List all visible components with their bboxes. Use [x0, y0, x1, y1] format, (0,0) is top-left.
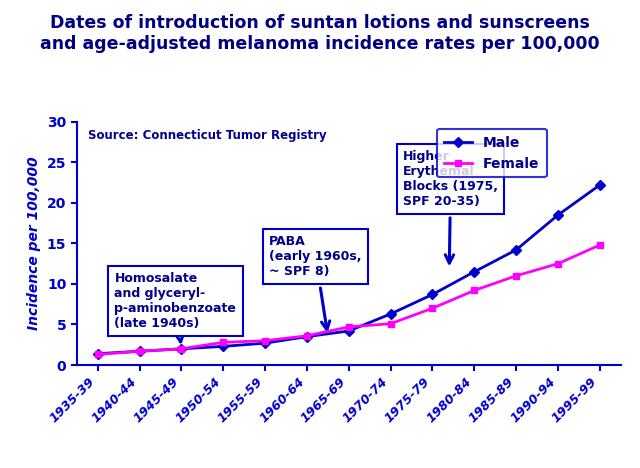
Female: [94, 351, 102, 357]
Male: [429, 292, 436, 297]
Female: [513, 273, 520, 278]
Male: [136, 349, 143, 354]
Male: [387, 311, 394, 317]
Line: Male: Male: [94, 182, 604, 357]
Male: [94, 351, 102, 357]
Male: [596, 182, 604, 188]
Text: Higher
Erythemal
Blocks (1975,
SPF 20-35): Higher Erythemal Blocks (1975, SPF 20-35…: [403, 150, 498, 263]
Text: Dates of introduction of suntan lotions and sunscreens
and age-adjusted melanoma: Dates of introduction of suntan lotions …: [40, 14, 600, 53]
Male: [177, 346, 185, 351]
Female: [177, 346, 185, 351]
Female: [261, 338, 269, 344]
Y-axis label: Incidence per 100,000: Incidence per 100,000: [28, 157, 42, 330]
Male: [513, 247, 520, 253]
Legend: Male, Female: Male, Female: [437, 129, 547, 177]
Female: [387, 321, 394, 327]
Male: [345, 328, 353, 334]
Female: [596, 242, 604, 248]
Line: Female: Female: [94, 241, 604, 358]
Male: [554, 212, 562, 218]
Female: [429, 306, 436, 311]
Text: Source: Connecticut Tumor Registry: Source: Connecticut Tumor Registry: [88, 129, 326, 142]
Female: [554, 261, 562, 266]
Female: [345, 324, 353, 330]
Female: [470, 288, 478, 293]
Text: PABA
(early 1960s,
~ SPF 8): PABA (early 1960s, ~ SPF 8): [269, 235, 362, 330]
Male: [303, 334, 311, 339]
Male: [220, 344, 227, 349]
Male: [261, 340, 269, 346]
Male: [470, 269, 478, 275]
Female: [303, 333, 311, 339]
Female: [136, 349, 143, 354]
Female: [220, 339, 227, 345]
Text: Homosalate
and glyceryl-
p-aminobenzoate
(late 1940s): Homosalate and glyceryl- p-aminobenzoate…: [115, 272, 236, 342]
